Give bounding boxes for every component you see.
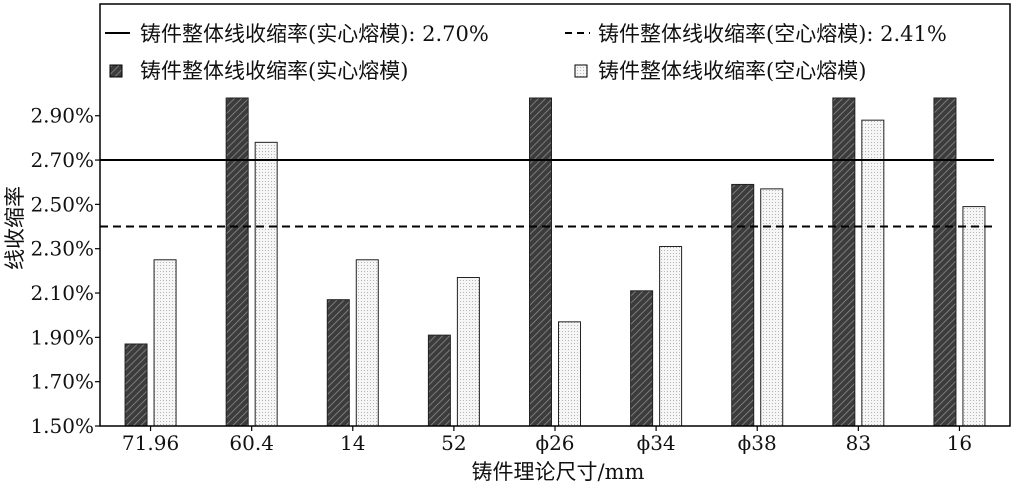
legend-solid-line-label: 铸件整体线收缩率(实心熔模): 2.70%	[140, 22, 489, 46]
x-tick-label: 16	[947, 431, 972, 455]
chart-frame	[99, 3, 1011, 427]
x-tick-label: 71.96	[122, 431, 179, 455]
x-tick-label: 83	[846, 431, 871, 455]
legend-hollow-bar-label: 铸件整体线收缩率(空心熔模)	[598, 59, 866, 83]
bar-solid-mold	[529, 97, 552, 427]
legend-hollow-bar-swatch	[574, 64, 588, 78]
legend-solid-bar-label: 铸件整体线收缩率(实心熔模)	[140, 59, 408, 83]
bar-solid-mold	[630, 290, 654, 427]
bar-hollow-mold	[355, 259, 379, 427]
bar-hollow-mold	[153, 259, 177, 427]
bar-hollow-mold	[558, 321, 581, 427]
plot-area: 1.50% 1.70% 1.90% 2.10% 2.30% 2.50% 2.70% 2.90%…	[30, 97, 994, 455]
x-tick-label: 52	[441, 431, 466, 455]
bar-hollow-mold	[456, 277, 480, 427]
bar-hollow-mold	[254, 141, 278, 427]
bar-solid-mold	[832, 97, 856, 427]
y-tick-label: 1.90%	[30, 325, 94, 349]
x-tick-label: 60.4	[229, 431, 274, 455]
y-tick-label: 2.10%	[30, 281, 94, 305]
bar-hollow-mold	[962, 206, 986, 427]
bar-solid-mold	[225, 97, 249, 427]
y-tick-label: 2.30%	[30, 237, 94, 261]
x-tick-label: ϕ34	[637, 431, 676, 455]
bar-solid-mold	[933, 97, 957, 427]
y-tick-label: 2.70%	[30, 148, 94, 172]
bar-solid-mold	[731, 183, 755, 427]
y-tick-label: 2.50%	[30, 192, 94, 216]
bar-hollow-mold	[760, 188, 784, 427]
x-axis-label: 铸件理论尺寸/mm	[472, 460, 645, 484]
bar-solid-mold	[427, 334, 451, 427]
bar-solid-mold	[124, 343, 148, 427]
y-tick-label: 1.50%	[30, 414, 94, 438]
legend-solid-bar-swatch	[109, 64, 123, 78]
bar-hollow-mold	[861, 119, 885, 427]
legend: 铸件整体线收缩率(实心熔模): 2.70% 铸件整体线收缩率(空心熔模): 2.…	[105, 22, 947, 83]
legend-dashed-line-label: 铸件整体线收缩率(空心熔模): 2.41%	[598, 22, 947, 46]
y-axis-label: 线收缩率	[3, 186, 27, 270]
y-tick-label: 2.90%	[30, 104, 94, 128]
bar-hollow-mold	[659, 245, 683, 427]
x-tick-label: ϕ38	[738, 431, 777, 455]
x-tick-label: 14	[340, 431, 365, 455]
y-tick-label: 1.70%	[30, 370, 94, 394]
bar-solid-mold	[326, 299, 350, 427]
x-tick-label: ϕ26	[535, 431, 574, 455]
